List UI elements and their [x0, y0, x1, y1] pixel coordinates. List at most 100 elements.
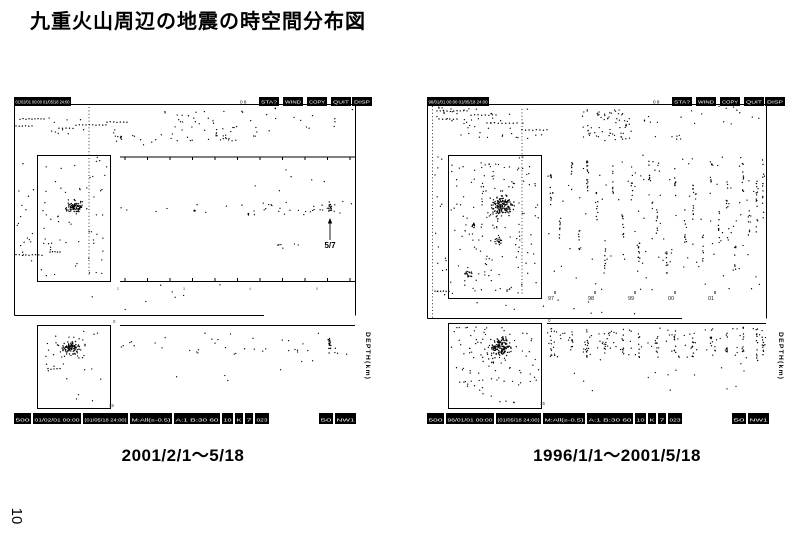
annotation-arrow-head — [327, 218, 333, 224]
depth-axis-tick: 0 — [548, 318, 551, 323]
status-chip[interactable] — [543, 413, 585, 424]
titlebar-button[interactable] — [259, 97, 279, 106]
status-chip[interactable] — [174, 413, 220, 424]
titlebar-button-label: WIND — [285, 100, 301, 105]
status-chip-label: 023 — [257, 417, 269, 422]
status-chip-label: 023 — [670, 417, 682, 422]
plot-svg-left: 01/02/01 00:00 01/05/18 24:00 0 8 STA? WIND… — [14, 97, 372, 424]
status-chip[interactable] — [335, 413, 356, 424]
time-axis-label: 3 — [183, 286, 186, 291]
titlebar-button[interactable] — [696, 97, 716, 106]
titlebar: 01/02/01 00:00 01/05/18 24:00 0 8 STA? WIND… — [14, 97, 372, 106]
titlebar-button[interactable] — [307, 97, 327, 106]
annotation-label: 5/7 — [324, 241, 336, 250]
depth-axis-tick: 35 — [109, 403, 114, 408]
status-chip[interactable] — [319, 413, 333, 424]
plot-frame — [427, 104, 767, 409]
seismic-window-left: 01/02/01 00:00 01/05/18 24:00 0 8 STA? WIND… — [14, 95, 372, 425]
status-chip-label: 10 — [224, 417, 233, 422]
titlebar-button[interactable] — [352, 97, 372, 106]
time-axis-label: 00 — [668, 296, 674, 302]
status-chip-label: (01/05/18 24:00) — [498, 417, 541, 422]
titlebar-button[interactable] — [283, 97, 303, 106]
titlebar-datetime-chip — [427, 97, 489, 106]
status-chip[interactable] — [33, 413, 81, 424]
depth-axis-tick: 35 — [540, 401, 545, 406]
status-chip-label: K — [650, 417, 655, 422]
status-chip[interactable] — [587, 413, 633, 424]
status-chip[interactable] — [427, 413, 444, 424]
titlebar-button-label: QUIT — [746, 100, 763, 105]
status-chip-label: 7 — [660, 417, 666, 422]
status-chip-label: 7 — [247, 417, 253, 422]
titlebar-button-label: STA? — [674, 100, 691, 105]
status-chip[interactable] — [496, 413, 541, 424]
status-chip[interactable] — [235, 413, 243, 424]
titlebar-button[interactable] — [765, 97, 785, 106]
status-chip[interactable] — [446, 413, 494, 424]
titlebar-button-label: STA? — [261, 100, 278, 105]
page-title: 九重火山周辺の地震の時空間分布図 — [30, 11, 366, 33]
page-number: 10 — [8, 507, 25, 525]
titlebar-button-label: WIND — [698, 100, 714, 105]
status-chip-label: M:All(≥-0.5) — [132, 417, 172, 422]
status-chip-label: 50 — [321, 417, 334, 422]
scatter-dots — [434, 105, 767, 404]
status-chip[interactable] — [14, 413, 31, 424]
time-axis-label: 5 — [316, 286, 319, 291]
status-chip-label: 96/01/01 00:00 — [448, 417, 494, 422]
titlebar-meta: 0 8 — [653, 100, 660, 105]
titlebar-button[interactable] — [672, 97, 692, 106]
seismic-window-right: 96/01/01 00:00 01/05/18 24:00 0 8 STA? WIND… — [427, 95, 785, 425]
plot-svg-right: 96/01/01 00:00 01/05/18 24:00 0 8 STA? WIND… — [427, 97, 785, 424]
status-chip-label: K — [237, 417, 242, 422]
titlebar-datetime: 96/01/01 00:00 01/05/18 24:00 — [429, 100, 489, 105]
status-chip-label: A:1 B:30 60 — [176, 417, 220, 422]
status-chip-label: 50 — [734, 417, 747, 422]
titlebar-button[interactable] — [720, 97, 740, 106]
status-chip[interactable] — [648, 413, 656, 424]
titlebar-meta: 0 8 — [240, 100, 247, 105]
status-chip-label: 500 — [16, 417, 31, 422]
titlebar-datetime-chip — [14, 97, 71, 106]
time-axis-label: 97 — [548, 296, 554, 302]
time-axis-label: 4 — [249, 286, 252, 291]
status-chip-label: M:All(≥-0.5) — [545, 417, 585, 422]
status-chip-label: 10 — [637, 417, 646, 422]
caption-right-period: 1996/1/1～2001/5/18 — [533, 446, 701, 465]
event-annotation: 5/7 — [324, 218, 336, 250]
depth-axis-label: DEPTH(km) — [777, 332, 784, 380]
titlebar-datetime: 01/02/01 00:00 01/05/18 24:00 — [16, 100, 71, 105]
titlebar-button-label: COPY — [309, 100, 325, 105]
titlebar-button-label: DISP — [767, 100, 783, 105]
depth-axis-tick: 0 — [113, 319, 116, 324]
status-chip[interactable] — [222, 413, 233, 424]
depth-axis-label: DEPTH(km) — [364, 332, 371, 380]
status-chip[interactable] — [130, 413, 172, 424]
titlebar-button[interactable] — [744, 97, 764, 106]
status-chip[interactable] — [748, 413, 769, 424]
status-chip[interactable] — [668, 413, 682, 424]
titlebar-button[interactable] — [331, 97, 351, 106]
time-axis-label: 01 — [708, 296, 714, 302]
status-chip[interactable] — [732, 413, 746, 424]
status-chip[interactable] — [255, 413, 269, 424]
status-chip-label: (01/05/18 24:00) — [85, 417, 128, 422]
status-bar: 500 01/02/01 00:00 (01/05/18 24:00) M:All(≥… — [14, 413, 356, 424]
status-chip-label: 500 — [429, 417, 444, 422]
status-chip-label: A:1 B:30 60 — [589, 417, 633, 422]
status-chip-label: 01/02/01 00:00 — [35, 417, 81, 422]
status-chip[interactable] — [83, 413, 128, 424]
time-axis-label: 2 — [117, 286, 120, 291]
status-bar: 500 96/01/01 00:00 (01/05/18 24:00) M:All(≥… — [427, 413, 769, 424]
titlebar: 96/01/01 00:00 01/05/18 24:00 0 8 STA? WIND… — [427, 97, 785, 106]
time-axis-label: 99 — [628, 296, 634, 302]
plot-frame — [14, 104, 356, 409]
status-chip[interactable] — [245, 413, 253, 424]
time-axis-label: 98 — [588, 296, 594, 302]
titlebar-button-label: QUIT — [333, 100, 350, 105]
status-chip[interactable] — [635, 413, 646, 424]
status-chip-label: NW1 — [750, 417, 769, 422]
status-chip[interactable] — [658, 413, 666, 424]
